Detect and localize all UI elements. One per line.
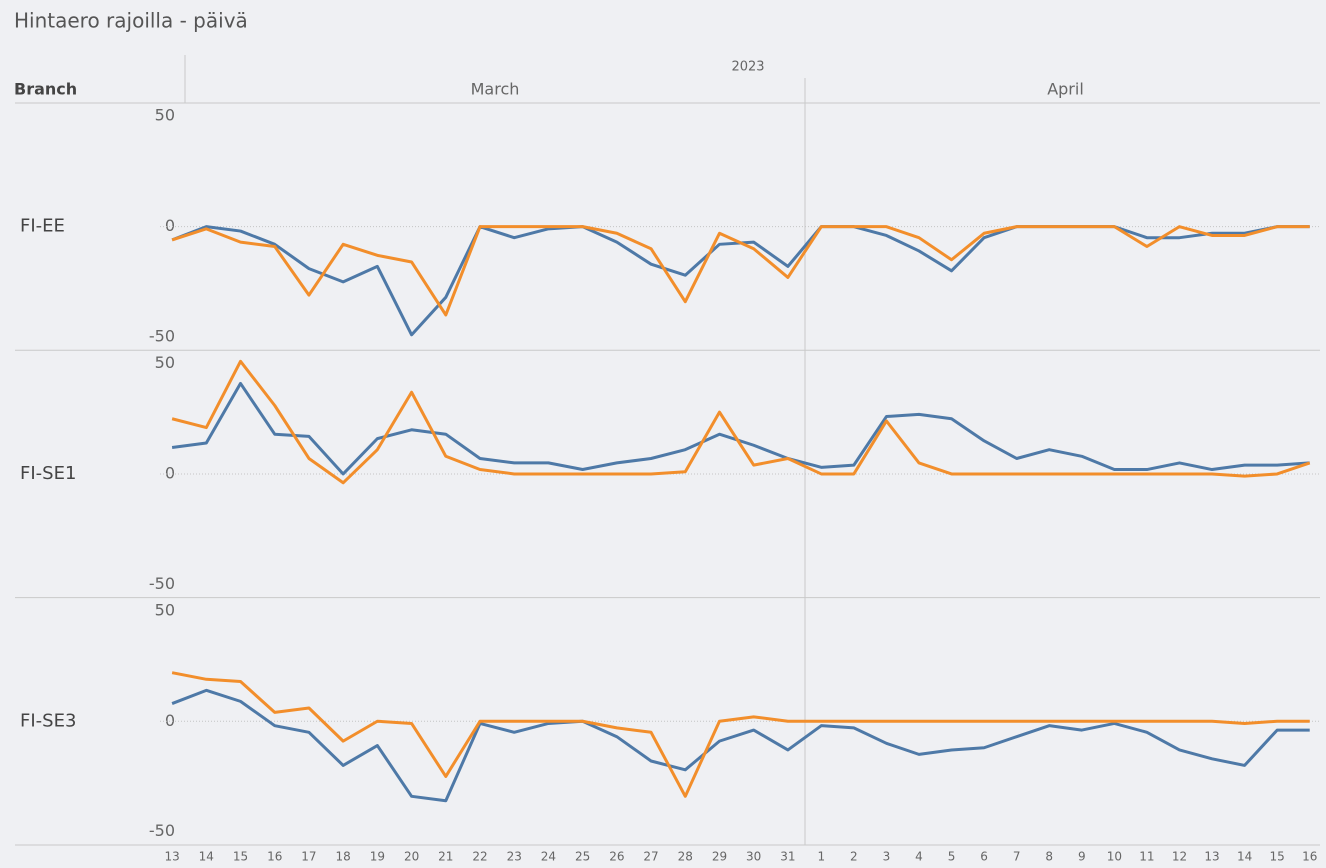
- chart-title: Hintaero rajoilla - päivä: [14, 9, 248, 33]
- line-series: [171, 225, 1310, 337]
- row-label: FI-SE1: [20, 463, 76, 484]
- line-series: [171, 359, 1311, 485]
- x-tick-label: 17: [301, 850, 316, 864]
- x-tick-label: 13: [1204, 850, 1219, 864]
- y-tick-label: 50: [155, 106, 175, 125]
- year-label: 2023: [731, 60, 764, 75]
- x-tick-label: 26: [609, 850, 624, 864]
- line-series: [171, 225, 1310, 317]
- y-tick-label: -50: [149, 821, 175, 840]
- x-tick-label: 3: [883, 850, 891, 864]
- x-tick-label: 2: [850, 850, 858, 864]
- x-tick-label: 22: [472, 850, 487, 864]
- month-label: April: [1047, 80, 1084, 99]
- x-tick-label: 1: [817, 850, 825, 864]
- row-label: FI-EE: [20, 216, 65, 237]
- x-tick-label: 12: [1172, 850, 1187, 864]
- month-label: March: [471, 80, 520, 99]
- row-label: FI-SE3: [20, 710, 76, 731]
- x-tick-label: 27: [643, 850, 658, 864]
- x-tick-label: 6: [980, 850, 988, 864]
- x-tick-label: 25: [575, 850, 590, 864]
- x-tick-label: 11: [1139, 850, 1154, 864]
- y-tick-label: -50: [149, 574, 175, 593]
- x-tick-label: 16: [1302, 850, 1317, 864]
- x-tick-label: 14: [199, 850, 214, 864]
- y-tick-label: 0: [165, 463, 175, 482]
- x-tick-label: 28: [678, 850, 693, 864]
- y-tick-label: 50: [155, 600, 175, 619]
- x-tick-label: 15: [233, 850, 248, 864]
- x-tick-label: 29: [712, 850, 727, 864]
- row-header: Branch: [14, 80, 77, 99]
- line-series: [171, 671, 1310, 798]
- line-series: [171, 688, 1310, 803]
- x-tick-label: 23: [507, 850, 522, 864]
- x-tick-label: 13: [164, 850, 179, 864]
- x-tick-label: 20: [404, 850, 419, 864]
- x-tick-label: 30: [746, 850, 761, 864]
- x-tick-label: 7: [1013, 850, 1021, 864]
- line-series: [171, 381, 1310, 476]
- x-tick-label: 9: [1078, 850, 1086, 864]
- x-tick-label: 24: [541, 850, 556, 864]
- x-tick-label: 15: [1270, 850, 1285, 864]
- x-tick-label: 16: [267, 850, 282, 864]
- x-tick-label: 18: [336, 850, 351, 864]
- x-tick-label: 5: [948, 850, 956, 864]
- x-tick-label: 4: [915, 850, 923, 864]
- x-tick-label: 21: [438, 850, 453, 864]
- y-tick-label: -50: [149, 327, 175, 346]
- y-tick-label: 0: [165, 216, 175, 235]
- x-tick-label: 31: [780, 850, 795, 864]
- x-tick-label: 8: [1045, 850, 1053, 864]
- y-tick-label: 0: [165, 711, 175, 730]
- y-tick-label: 50: [155, 353, 175, 372]
- x-tick-label: 10: [1107, 850, 1122, 864]
- x-tick-label: 14: [1237, 850, 1252, 864]
- x-tick-label: 19: [370, 850, 385, 864]
